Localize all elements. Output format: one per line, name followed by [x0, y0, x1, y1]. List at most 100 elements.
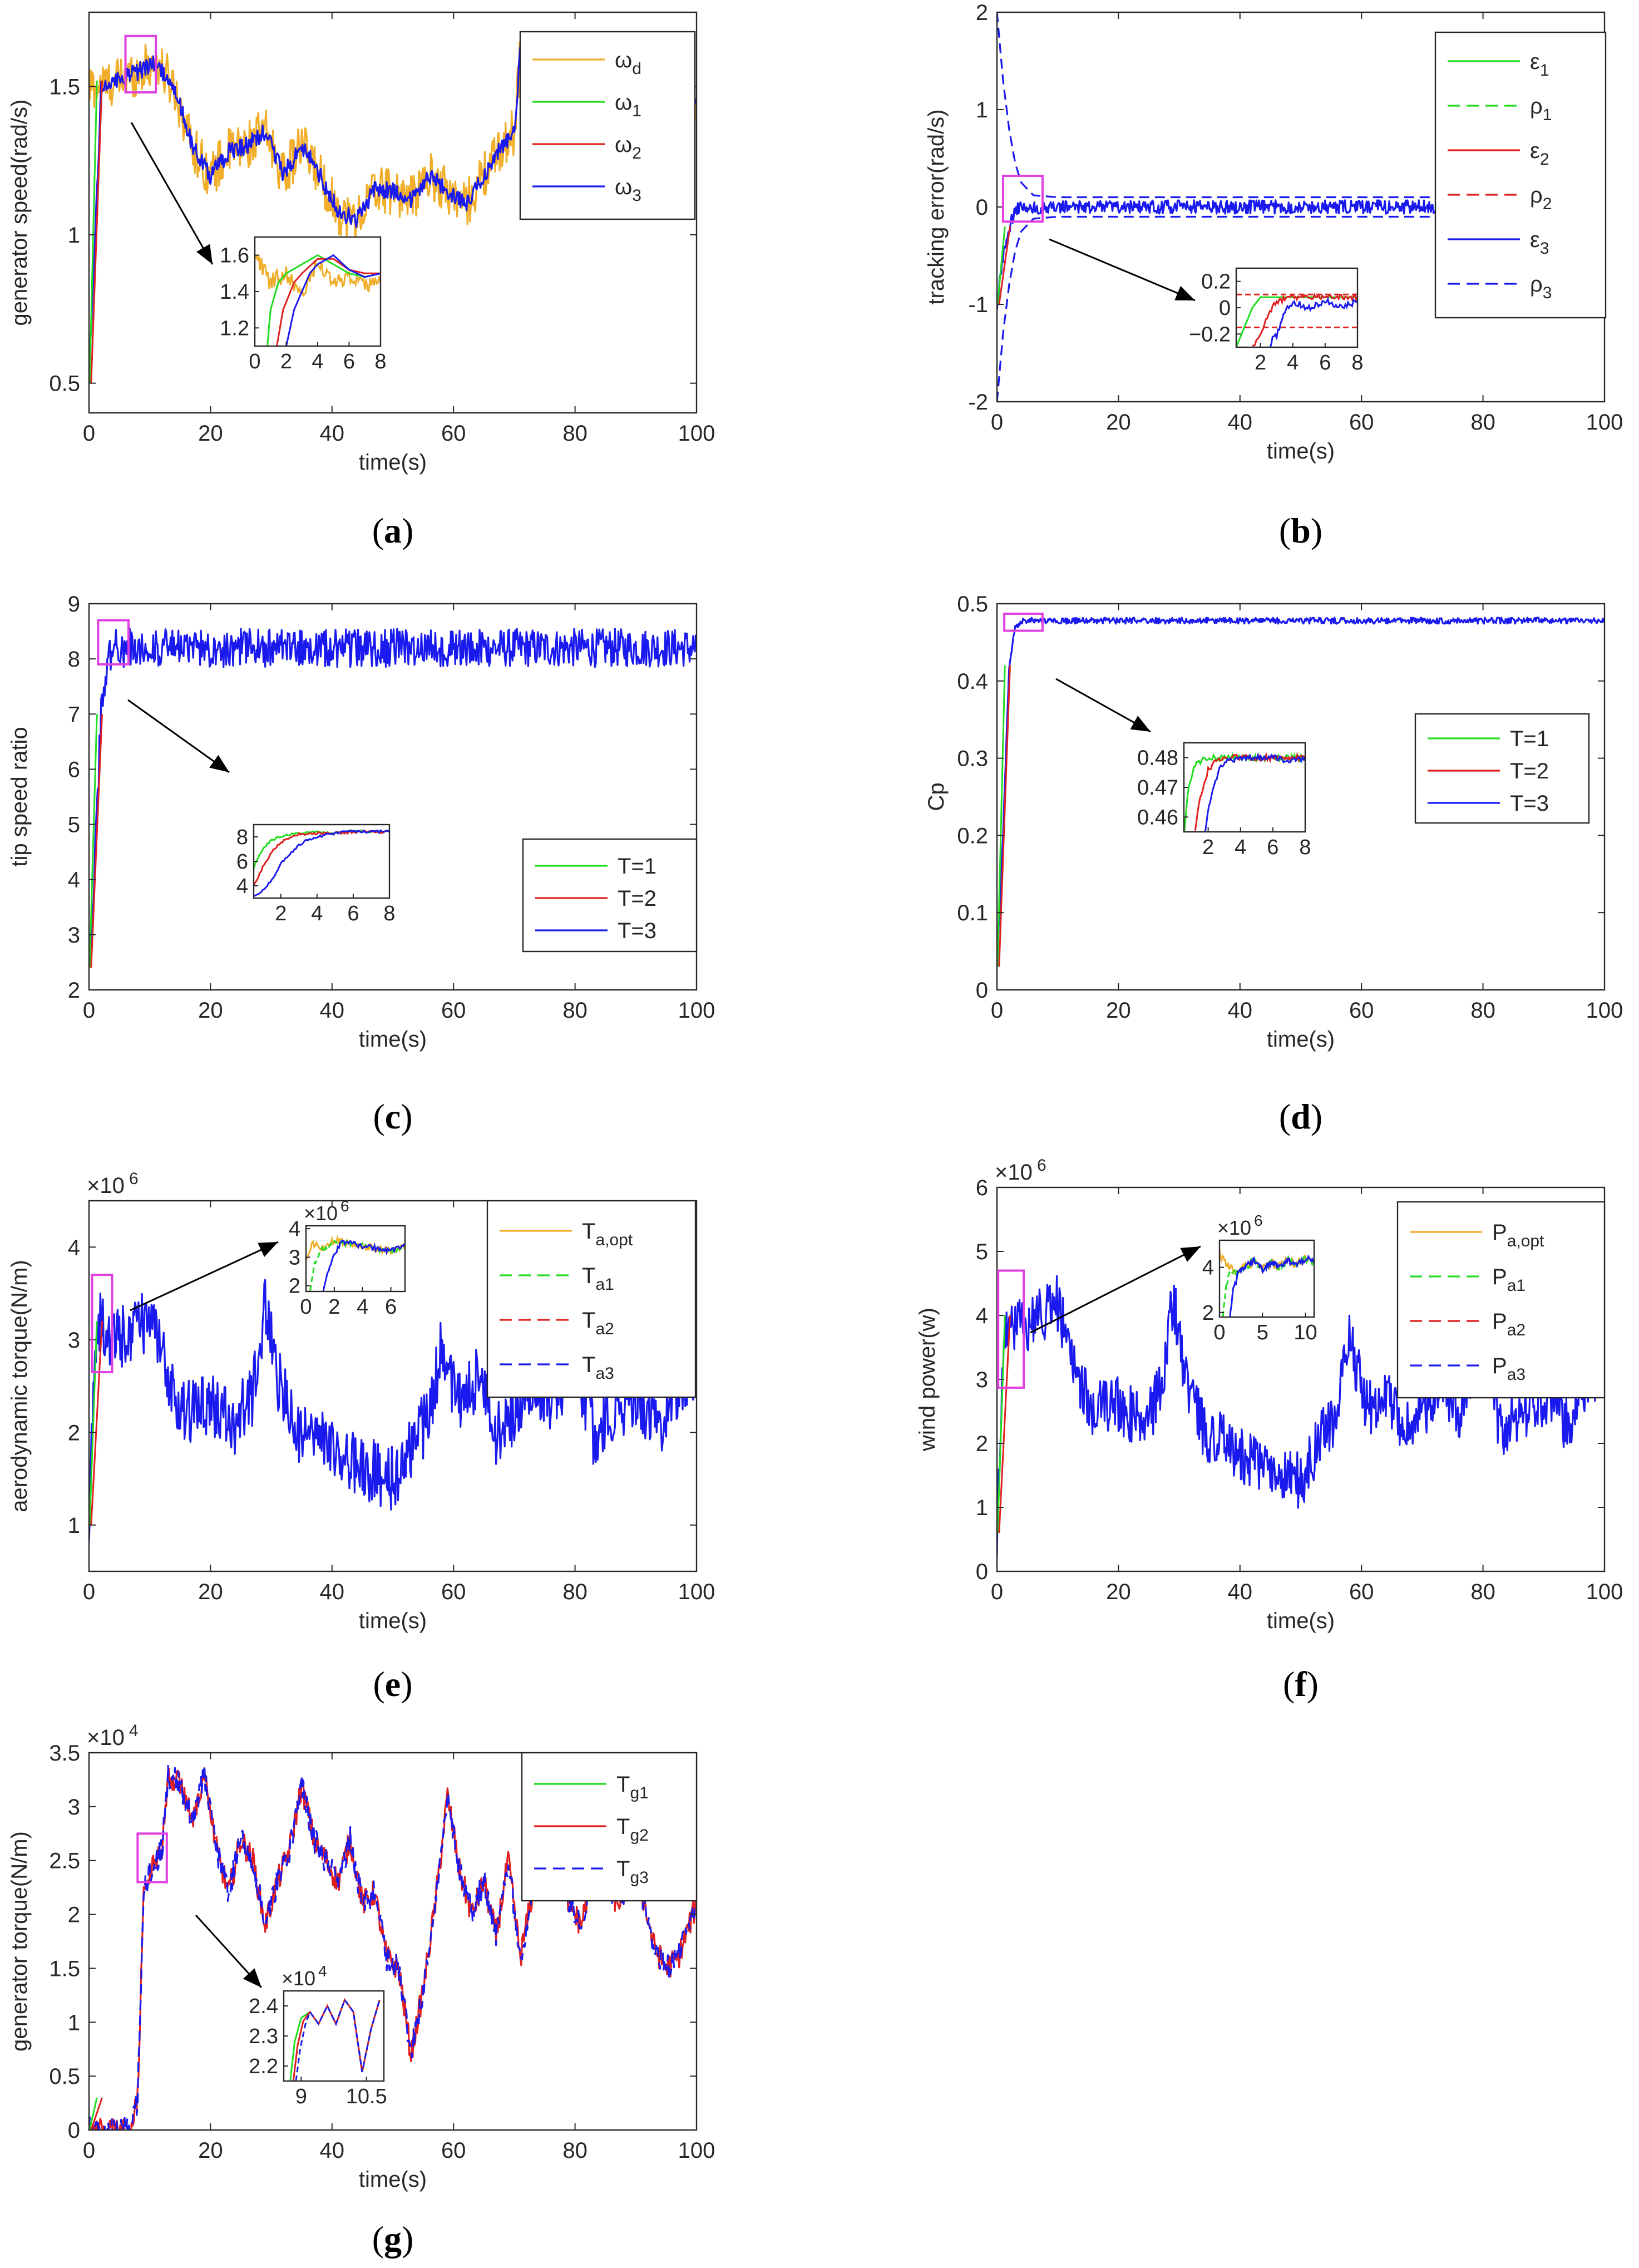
- legend-label-sub: a2: [595, 1320, 614, 1338]
- transient-green: [89, 2097, 98, 2130]
- x-tick-label: 0: [83, 1580, 95, 1604]
- legend-label: ω2: [615, 132, 641, 162]
- x-tick-label: 0: [83, 998, 95, 1023]
- legend-label-sub: a1: [595, 1275, 614, 1294]
- legend-d: T=1 T=2 T=3: [1414, 713, 1590, 824]
- legend-label-sub: g1: [630, 1784, 648, 1802]
- legend-label-base: P: [1492, 1354, 1507, 1378]
- legend-label: T=2: [1510, 759, 1549, 783]
- y-tick-label: 0: [976, 195, 988, 220]
- transient-green: [997, 226, 1006, 305]
- inset-bg: [306, 1226, 405, 1291]
- legend-label: ρ1: [1530, 94, 1552, 124]
- legend-label: ε2: [1530, 139, 1549, 169]
- inset-multiplier: ×10: [1217, 1216, 1251, 1239]
- panel-label-open: (: [372, 511, 384, 550]
- legend-label-base: T: [616, 1815, 630, 1839]
- x-axis-label: time(s): [359, 2167, 427, 2192]
- axes-box: [88, 1752, 698, 2131]
- legend-item: Ta3: [500, 1353, 614, 1383]
- legend-label-sub: a3: [595, 1364, 614, 1383]
- y-axis-label: aerodynamic torque(N/m): [7, 1260, 32, 1512]
- zoom-arrow-head: [258, 1242, 278, 1257]
- x-tick-label: 80: [562, 421, 588, 446]
- inset-x-tick-label: 4: [357, 1295, 368, 1319]
- inset-bg: [254, 825, 389, 898]
- legend-item: Ta,opt: [500, 1219, 633, 1249]
- panel-label-close: ): [402, 511, 413, 550]
- x-tick-label: 100: [1586, 1580, 1623, 1604]
- x-tick-label: 100: [678, 2138, 715, 2163]
- inset-y-tick-label: 1.4: [220, 280, 249, 304]
- inset-series-line: [1229, 1254, 1314, 1317]
- y-tick-label: 4: [68, 868, 80, 893]
- legend-item: ω1: [532, 90, 641, 120]
- inset-x-tick-label: 0: [1213, 1321, 1225, 1344]
- x-axis-label: time(s): [359, 1027, 427, 1052]
- zoom-region-box: [124, 34, 157, 93]
- legend-label-base: P: [1492, 1220, 1507, 1245]
- x-tick-label: 80: [1470, 1580, 1495, 1604]
- inset-box: [1218, 1239, 1315, 1318]
- inset-x-tick-label: 0: [300, 1295, 312, 1319]
- y-tick-label: 3: [68, 923, 80, 948]
- panel-label-letter: g: [384, 2219, 402, 2259]
- x-tick-label: 100: [1586, 998, 1623, 1023]
- inset-series-group: [255, 253, 381, 346]
- inset-d: 2 4 6 8 0.46 0.47 0.48: [1137, 742, 1311, 859]
- transient-green: [89, 1321, 98, 1525]
- legend-label-base: ω: [615, 132, 632, 157]
- legend-label-sub: 2: [1540, 150, 1549, 169]
- legend-e: Ta,opt Ta1 Ta2 Ta3: [486, 1200, 697, 1398]
- inset-x-tick-label: 6: [347, 902, 359, 925]
- legend-label-base: ω: [615, 90, 632, 115]
- axes-box: [88, 603, 698, 991]
- y-tick-label: 0: [68, 2118, 80, 2143]
- legend-item: Pa2: [1410, 1309, 1526, 1339]
- panel-label-close: ): [1311, 511, 1322, 550]
- y-tick-label: 0.5: [957, 592, 988, 617]
- y-tick-label: 1: [976, 98, 988, 122]
- legend-item: T=1: [535, 854, 656, 879]
- legend-label-base: T: [582, 1353, 595, 1377]
- transient-green: [997, 665, 1006, 967]
- x-tick-label: 60: [1349, 998, 1374, 1023]
- transient-red: [90, 1321, 103, 1525]
- panel-label-close: ): [402, 2219, 413, 2259]
- x-axis-label: time(s): [359, 450, 427, 475]
- inset-bg: [1220, 1240, 1314, 1317]
- zoom-arrow-head: [1174, 285, 1195, 300]
- legend-label-base: T=2: [618, 886, 656, 911]
- inset-y-tick-label: −0.2: [1189, 323, 1231, 346]
- legend-box: [1414, 713, 1590, 824]
- zoom-arrow-head: [1130, 716, 1151, 732]
- y-tick-label: 0.4: [957, 669, 988, 694]
- inset-x-tick-label: 8: [1351, 351, 1363, 374]
- x-tick-label: 0: [991, 1580, 1003, 1604]
- legend-label: ωd: [615, 48, 641, 78]
- panel-label-letter: e: [385, 1664, 401, 1704]
- panel-label-letter: b: [1291, 511, 1311, 550]
- legend-label: Ta1: [582, 1264, 614, 1294]
- legend-label-base: ρ: [1530, 183, 1543, 208]
- axes-box: [88, 1200, 698, 1572]
- x-tick-label: 40: [320, 2138, 345, 2163]
- legend-item: Tg2: [534, 1815, 649, 1845]
- y-tick-label: 0: [976, 1560, 988, 1584]
- legend-item: Pa,opt: [1410, 1220, 1544, 1250]
- chart-c: 0 20 40 60 80 100 2 3 4 5 6 7 8 9 time(s) tip speed rat…: [7, 592, 715, 1136]
- x-tick-label: 40: [320, 421, 345, 446]
- inset-y-tick-label: 1.2: [220, 317, 249, 340]
- panel-label: (c): [373, 1097, 412, 1136]
- inset-series-line: [322, 1240, 405, 1291]
- inset-b: 2 4 6 8 −0.2 0 0.2: [1189, 267, 1364, 374]
- panel-label-open: (: [373, 1097, 384, 1136]
- legend-label-sub: 1: [1540, 61, 1549, 80]
- inset-y-tick-label: 3: [289, 1246, 300, 1269]
- legend-label-sub: a1: [1507, 1276, 1526, 1295]
